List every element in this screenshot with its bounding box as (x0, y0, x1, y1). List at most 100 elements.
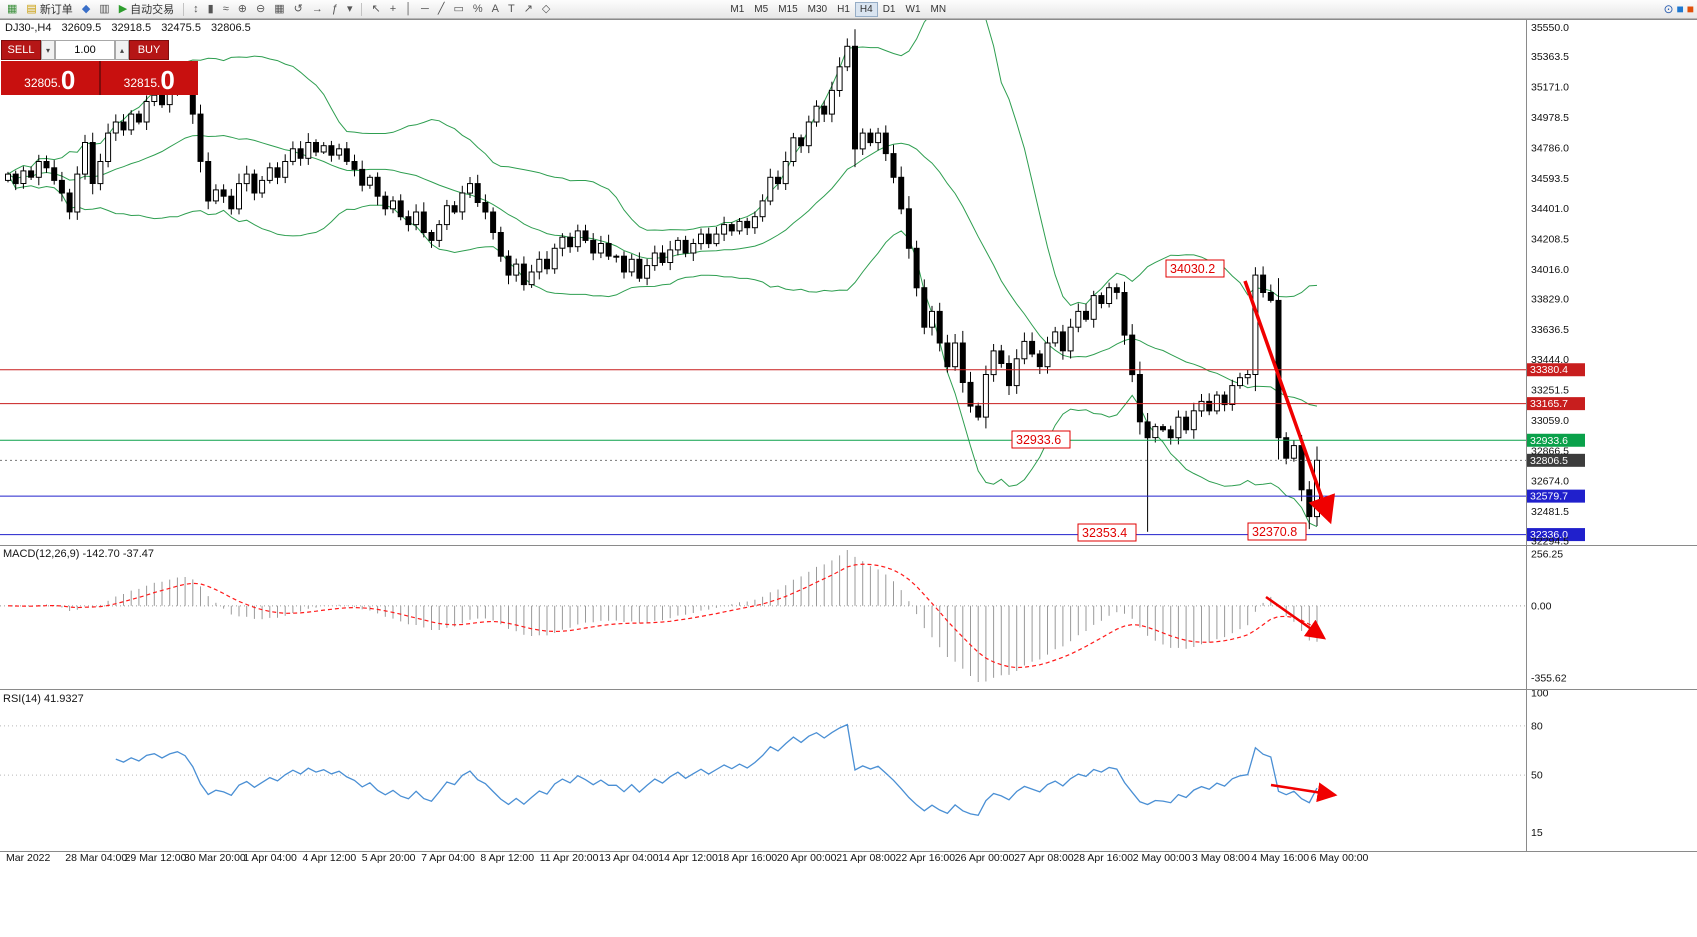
svg-text:35363.5: 35363.5 (1531, 51, 1569, 63)
svg-text:50: 50 (1531, 770, 1543, 782)
svg-text:28 Apr 16:00: 28 Apr 16:00 (1073, 852, 1133, 864)
bars-mode-icon: ↕ (193, 2, 199, 15)
zoom-out-button[interactable]: ⊖ (252, 1, 269, 17)
svg-text:33059.0: 33059.0 (1531, 415, 1569, 427)
new-chart-button[interactable]: ▦ (3, 1, 21, 17)
auto-scroll-button[interactable]: ↺ (290, 1, 307, 17)
timeframe-d1-button[interactable]: D1 (878, 2, 901, 17)
volume-up-button[interactable]: ▴ (115, 40, 129, 60)
timeframe-mn-button[interactable]: MN (926, 2, 952, 17)
arrow-tool-icon: ↗ (523, 2, 533, 15)
price-level-badge (1527, 528, 1585, 542)
svg-text:-355.62: -355.62 (1531, 673, 1567, 685)
svg-text:33829.0: 33829.0 (1531, 293, 1569, 305)
svg-text:14 Apr 12:00: 14 Apr 12:00 (658, 852, 718, 864)
svg-text:3 May 08:00: 3 May 08:00 (1192, 852, 1250, 864)
timeframe-m1-button[interactable]: M1 (725, 2, 749, 17)
trade-controls-row: SELL ▾ ▴ BUY (1, 40, 198, 60)
trend-arrow[interactable] (1265, 595, 1327, 640)
channel-button[interactable]: ▭ (449, 1, 467, 17)
volume-input[interactable] (55, 40, 115, 60)
price-annotation-box[interactable] (1011, 430, 1071, 449)
zoom-out-icon: ⊖ (255, 2, 266, 15)
app-orange-icon[interactable]: ■ (1686, 2, 1694, 16)
svg-text:4 Apr 12:00: 4 Apr 12:00 (303, 852, 357, 864)
horizontal-line-button[interactable]: ─ (417, 1, 433, 17)
svg-text:35171.0: 35171.0 (1531, 82, 1569, 94)
svg-text:32336.0: 32336.0 (1530, 529, 1568, 541)
svg-text:4 May 16:00: 4 May 16:00 (1251, 852, 1309, 864)
timeframe-m5-button[interactable]: M5 (749, 2, 773, 17)
indicator-menu-button[interactable]: ▾ (343, 1, 357, 17)
profiles-button[interactable]: ◆ (78, 1, 94, 17)
indicators-icon: ƒ (331, 2, 338, 15)
crosshair-button[interactable]: + (386, 1, 400, 17)
svg-text:32370.8: 32370.8 (1252, 525, 1297, 539)
timeframe-m30-button[interactable]: M30 (803, 2, 832, 17)
price-level-badge (1527, 397, 1585, 411)
price-levels[interactable]: 33380.4 33165.7 32933.6 32579.7 32336.0 32806… (0, 363, 1585, 542)
candles-mode-button[interactable]: ▮ (204, 1, 218, 17)
svg-text:256.25: 256.25 (1531, 548, 1563, 560)
timeframe-w1-button[interactable]: W1 (901, 2, 926, 17)
text-label-button[interactable]: T (504, 1, 519, 17)
buy-price-display[interactable]: 32815. 0 (100, 61, 198, 95)
tile-windows-button[interactable]: ▦ (270, 1, 288, 17)
chart-shift-button[interactable]: → (308, 1, 327, 17)
price-annotation-box[interactable] (1077, 523, 1137, 542)
trendline-icon: ╱ (437, 2, 445, 15)
trend-arrow[interactable] (1270, 782, 1338, 803)
svg-text:29 Mar 12:00: 29 Mar 12:00 (125, 852, 187, 864)
zoom-in-button[interactable]: ⊕ (234, 1, 251, 17)
text-button[interactable]: A (488, 1, 503, 17)
zoom-in-icon: ⊕ (237, 2, 247, 15)
price-annotation-box[interactable] (1165, 259, 1225, 278)
svg-text:6 May 00:00: 6 May 00:00 (1311, 852, 1369, 864)
arrow-tool-button[interactable]: ↗ (520, 1, 537, 17)
timeframe-h1-button[interactable]: H1 (832, 2, 855, 17)
svg-text:22 Apr 16:00: 22 Apr 16:00 (896, 852, 956, 864)
sell-button[interactable]: SELL (1, 40, 41, 60)
macd-indicator: 256.25 0.00 -355.62 (0, 548, 1567, 685)
price-annotation-box[interactable] (1247, 522, 1307, 541)
chart-canvas[interactable]: 33380.4 33165.7 32933.6 32579.7 32336.0 32806… (0, 19, 1697, 937)
svg-text:13 Apr 04:00: 13 Apr 04:00 (599, 852, 659, 864)
trend-arrow[interactable] (1243, 280, 1336, 525)
panel-borders[interactable] (0, 19, 1697, 852)
auto-trading-button[interactable]: ▶ 自动交易 (115, 1, 178, 17)
svg-text:32933.6: 32933.6 (1016, 433, 1061, 447)
line-mode-button[interactable]: ≈ (219, 1, 233, 17)
bollinger-bands[interactable] (7, 19, 1318, 528)
svg-text:33444.0: 33444.0 (1531, 354, 1569, 366)
svg-text:5 Apr 20:00: 5 Apr 20:00 (362, 852, 416, 864)
timeframe-m15-button[interactable]: M15 (773, 2, 802, 17)
trendline-button[interactable]: ╱ (434, 1, 449, 17)
fibonacci-button[interactable]: % (469, 1, 487, 17)
vertical-line-button[interactable]: │ (401, 1, 416, 17)
one-click-trading-panel: SELL ▾ ▴ BUY 32805.0 32815.0 (1, 40, 198, 95)
shapes-button[interactable]: ◇ (538, 1, 554, 17)
svg-text:0.00: 0.00 (1531, 600, 1552, 612)
price-axis[interactable]: 35550.0 35363.5 35171.0 34978.5 34786.0 34593… (1531, 22, 1569, 548)
current-price-badge (1527, 453, 1585, 467)
bars-mode-button[interactable]: ↕ (189, 1, 203, 17)
svg-text:8 Apr 12:00: 8 Apr 12:00 (480, 852, 534, 864)
auto-trading-icon: ▶ (118, 2, 128, 15)
search-icon[interactable]: ⊙ (1663, 2, 1674, 16)
low-value: 32475.5 (161, 22, 201, 34)
buy-button[interactable]: BUY (129, 40, 169, 60)
cursor-button[interactable]: ↖ (367, 1, 384, 17)
candles-mode-icon: ▮ (207, 2, 214, 15)
timeframe-h4-button[interactable]: H4 (854, 1, 878, 17)
vertical-line-icon: │ (405, 2, 413, 15)
charts-grid-button[interactable]: ▥ (95, 1, 113, 17)
app-blue-icon[interactable]: ■ (1676, 2, 1684, 16)
charts-grid-icon: ▥ (99, 2, 110, 15)
volume-down-button[interactable]: ▾ (41, 40, 55, 60)
chart-annotations[interactable]: 34030.2 32933.6 32353.4 32370.8 (1011, 259, 1338, 803)
sell-price-display[interactable]: 32805. 0 (1, 61, 99, 95)
new-order-button[interactable]: ▤ 新订单 (22, 1, 76, 17)
indicators-button[interactable]: ƒ (328, 1, 342, 17)
svg-text:15: 15 (1531, 827, 1543, 839)
